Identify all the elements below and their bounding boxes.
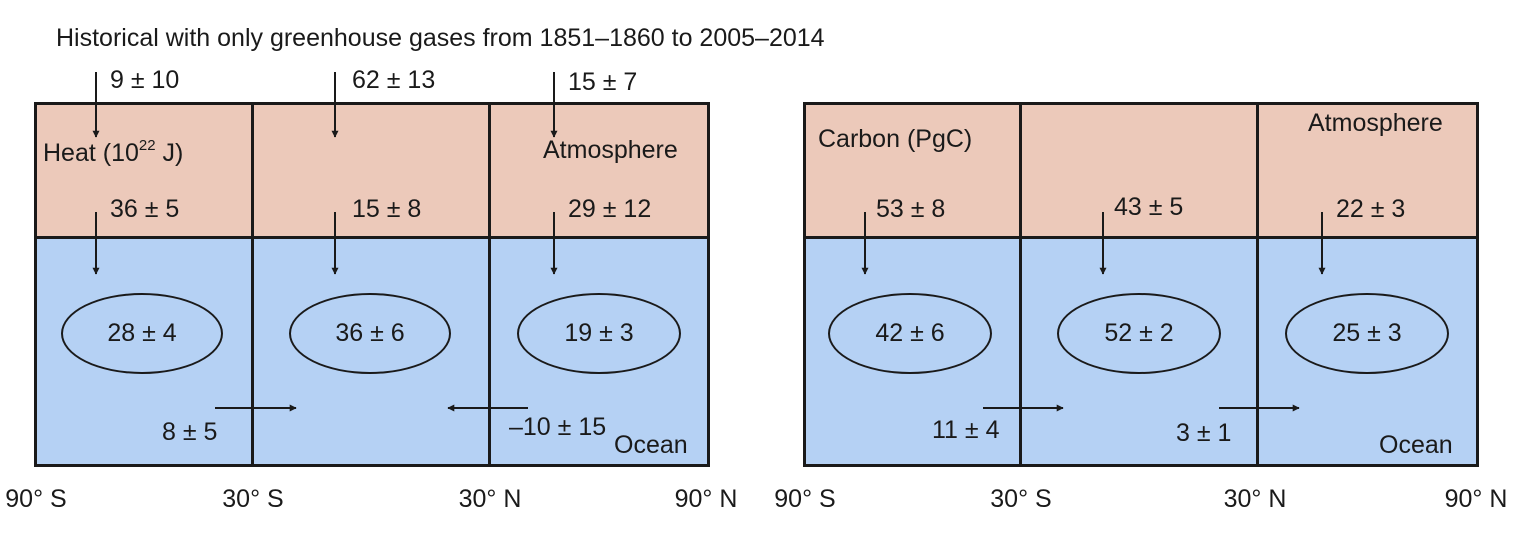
figure-title: Historical with only greenhouse gases fr…: [56, 24, 825, 52]
heat-air-sea-flux-north: 29 ± 12: [568, 195, 652, 223]
heat-tick-30s: 30° S: [222, 485, 284, 513]
heat-tick-90s: 90° S: [5, 485, 67, 513]
heat-divider-30s: [251, 103, 254, 465]
carbon-divider-30s: [1019, 103, 1022, 465]
carbon-tick-90n: 90° N: [1444, 485, 1508, 513]
carbon-transport-south: 11 ± 4: [932, 416, 1000, 444]
heat-air-sea-interface: [35, 236, 709, 239]
heat-storage-north: 19 ± 3: [517, 293, 681, 374]
carbon-air-sea-flux-tropics: 43 ± 5: [1114, 193, 1184, 221]
carbon-transport-north: 3 ± 1: [1176, 419, 1232, 447]
carbon-storage-tropics: 52 ± 2: [1057, 293, 1221, 374]
heat-atmosphere-band: [35, 103, 709, 237]
heat-atmosphere-label: Atmosphere: [543, 136, 678, 164]
carbon-tick-30n: 30° N: [1223, 485, 1287, 513]
heat-transport-north: –10 ± 15: [509, 413, 607, 441]
carbon-frame: [803, 102, 1479, 467]
heat-tick-90n: 90° N: [674, 485, 738, 513]
heat-top-flux-south: 9 ± 10: [110, 66, 180, 94]
heat-ocean-label: Ocean: [614, 431, 688, 459]
carbon-air-sea-interface: [804, 236, 1478, 239]
carbon-atmosphere-label: Atmosphere: [1308, 109, 1443, 137]
heat-air-sea-flux-tropics: 15 ± 8: [352, 195, 422, 223]
carbon-divider-30n: [1256, 103, 1259, 465]
heat-storage-south: 28 ± 4: [61, 293, 223, 374]
carbon-storage-north: 25 ± 3: [1285, 293, 1449, 374]
heat-tick-30n: 30° N: [458, 485, 522, 513]
heat-panel-label: Heat (1022 J): [43, 137, 184, 167]
heat-transport-south: 8 ± 5: [162, 418, 218, 446]
heat-top-flux-tropics: 62 ± 13: [352, 66, 436, 94]
heat-air-sea-flux-south: 36 ± 5: [110, 195, 180, 223]
carbon-ocean-label: Ocean: [1379, 431, 1453, 459]
carbon-atmosphere-band: [804, 103, 1478, 237]
carbon-tick-30s: 30° S: [990, 485, 1052, 513]
heat-frame: [34, 102, 710, 467]
carbon-tick-90s: 90° S: [774, 485, 836, 513]
heat-storage-tropics: 36 ± 6: [289, 293, 451, 374]
carbon-panel-label: Carbon (PgC): [818, 125, 973, 153]
heat-top-flux-north: 15 ± 7: [568, 68, 638, 96]
carbon-storage-south: 42 ± 6: [828, 293, 992, 374]
carbon-air-sea-flux-south: 53 ± 8: [876, 195, 946, 223]
heat-divider-30n: [488, 103, 491, 465]
carbon-air-sea-flux-north: 22 ± 3: [1336, 195, 1406, 223]
